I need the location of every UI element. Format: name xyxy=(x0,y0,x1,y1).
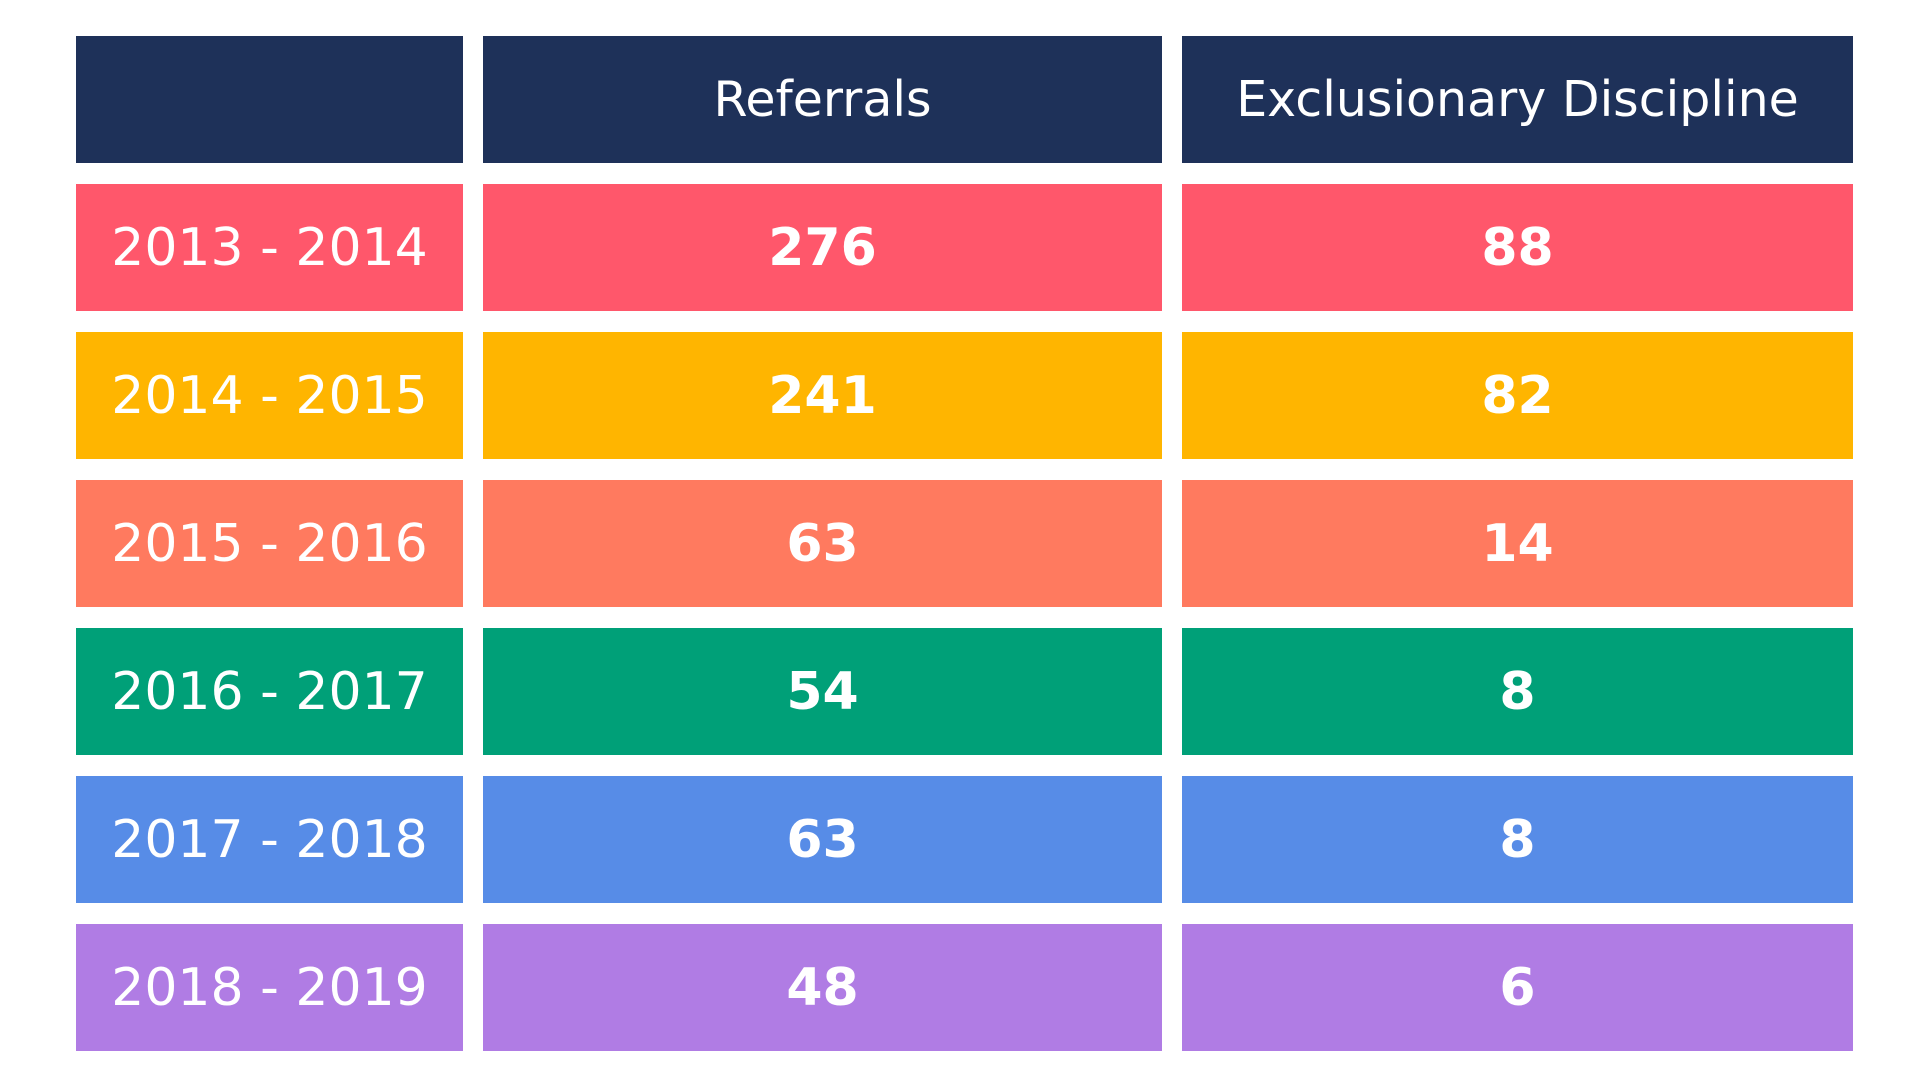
row-year-label: 2015 - 2016 xyxy=(76,480,463,607)
exclusionary-value: 14 xyxy=(1182,480,1853,607)
exclusionary-value: 8 xyxy=(1182,628,1853,755)
referrals-value: 63 xyxy=(483,776,1162,903)
referrals-value: 48 xyxy=(483,924,1162,1051)
row-year-label: 2016 - 2017 xyxy=(76,628,463,755)
header-referrals: Referrals xyxy=(483,36,1162,163)
referrals-value: 276 xyxy=(483,184,1162,311)
header-exclusionary-discipline: Exclusionary Discipline xyxy=(1182,36,1853,163)
referrals-value: 54 xyxy=(483,628,1162,755)
row-year-label: 2017 - 2018 xyxy=(76,776,463,903)
row-year-label: 2013 - 2014 xyxy=(76,184,463,311)
exclusionary-value: 6 xyxy=(1182,924,1853,1051)
exclusionary-value: 8 xyxy=(1182,776,1853,903)
row-year-label: 2014 - 2015 xyxy=(76,332,463,459)
referrals-value: 63 xyxy=(483,480,1162,607)
header-blank-cell xyxy=(76,36,463,163)
exclusionary-value: 88 xyxy=(1182,184,1853,311)
data-table: Referrals Exclusionary Discipline 2013 -… xyxy=(76,36,1853,1051)
referrals-value: 241 xyxy=(483,332,1162,459)
exclusionary-value: 82 xyxy=(1182,332,1853,459)
row-year-label: 2018 - 2019 xyxy=(76,924,463,1051)
